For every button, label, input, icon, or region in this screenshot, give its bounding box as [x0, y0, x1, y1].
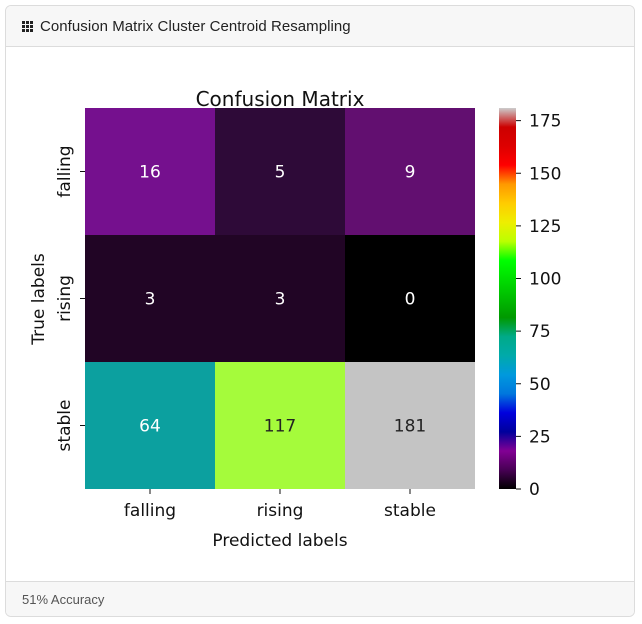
colorbar-tick-label: 125: [529, 217, 561, 237]
heatmap-cell: [345, 362, 475, 489]
x-axis-label: Predicted labels: [212, 531, 347, 551]
x-tick-label: stable: [384, 501, 436, 521]
x-tick-label: falling: [124, 501, 176, 521]
cell-value-label: 181: [394, 417, 426, 437]
x-tick-label: rising: [257, 501, 304, 521]
cell-value-label: 117: [264, 417, 296, 437]
cell-value-label: 16: [139, 163, 161, 183]
heatmap-cell: [345, 235, 475, 362]
colorbar-tick-label: 175: [529, 112, 561, 132]
colorbar-ticks: 0 25 50 75 100 125 150 175: [516, 112, 561, 500]
heatmap-cell: [85, 235, 215, 362]
colorbar-tick-label: 50: [529, 375, 551, 395]
grid-icon: [22, 21, 33, 32]
heatmap-cell: [215, 362, 345, 489]
y-axis-label: True labels: [29, 253, 49, 346]
heatmap-cell: [345, 108, 475, 235]
y-tick-label: rising: [55, 275, 75, 322]
cell-value-label: 9: [405, 163, 416, 183]
y-tick-label: falling: [55, 145, 75, 197]
card-title: Confusion Matrix Cluster Centroid Resamp…: [40, 17, 351, 35]
accuracy-text: 51% Accuracy: [22, 591, 105, 607]
x-tick-labels: falling rising stable: [124, 489, 436, 521]
chart-title: Confusion Matrix: [196, 87, 365, 111]
cell-value-label: 3: [275, 290, 286, 310]
heatmap-cell: [85, 108, 215, 235]
confusion-matrix-chart: Confusion Matrix 16 5 9 3 3 0 64 117 181 falling…: [29, 87, 561, 551]
cell-value-label: 0: [405, 290, 416, 310]
cell-value-label: 64: [139, 417, 161, 437]
heatmap-cell: [85, 362, 215, 489]
card-header: Confusion Matrix Cluster Centroid Resamp…: [6, 6, 634, 47]
y-tick-label: stable: [55, 400, 75, 452]
heatmap-cell: [215, 108, 345, 235]
cell-value-label: 3: [145, 290, 156, 310]
colorbar: [499, 108, 516, 489]
colorbar-tick-label: 25: [529, 427, 551, 447]
colorbar-tick-label: 75: [529, 322, 551, 342]
card-body: Confusion Matrix 16 5 9 3 3 0 64 117 181 falling…: [6, 47, 634, 582]
card-footer: 51% Accuracy: [6, 581, 634, 616]
y-tick-labels: falling rising stable: [55, 145, 85, 451]
chart-card: Confusion Matrix Cluster Centroid Resamp…: [5, 5, 635, 617]
colorbar-tick-label: 100: [529, 270, 561, 290]
heatmap-cell: [215, 235, 345, 362]
colorbar-tick-label: 150: [529, 164, 561, 184]
cell-value-label: 5: [275, 163, 286, 183]
colorbar-tick-label: 0: [529, 480, 540, 500]
heatmap-cells: 16 5 9 3 3 0 64 117 181: [85, 108, 475, 489]
